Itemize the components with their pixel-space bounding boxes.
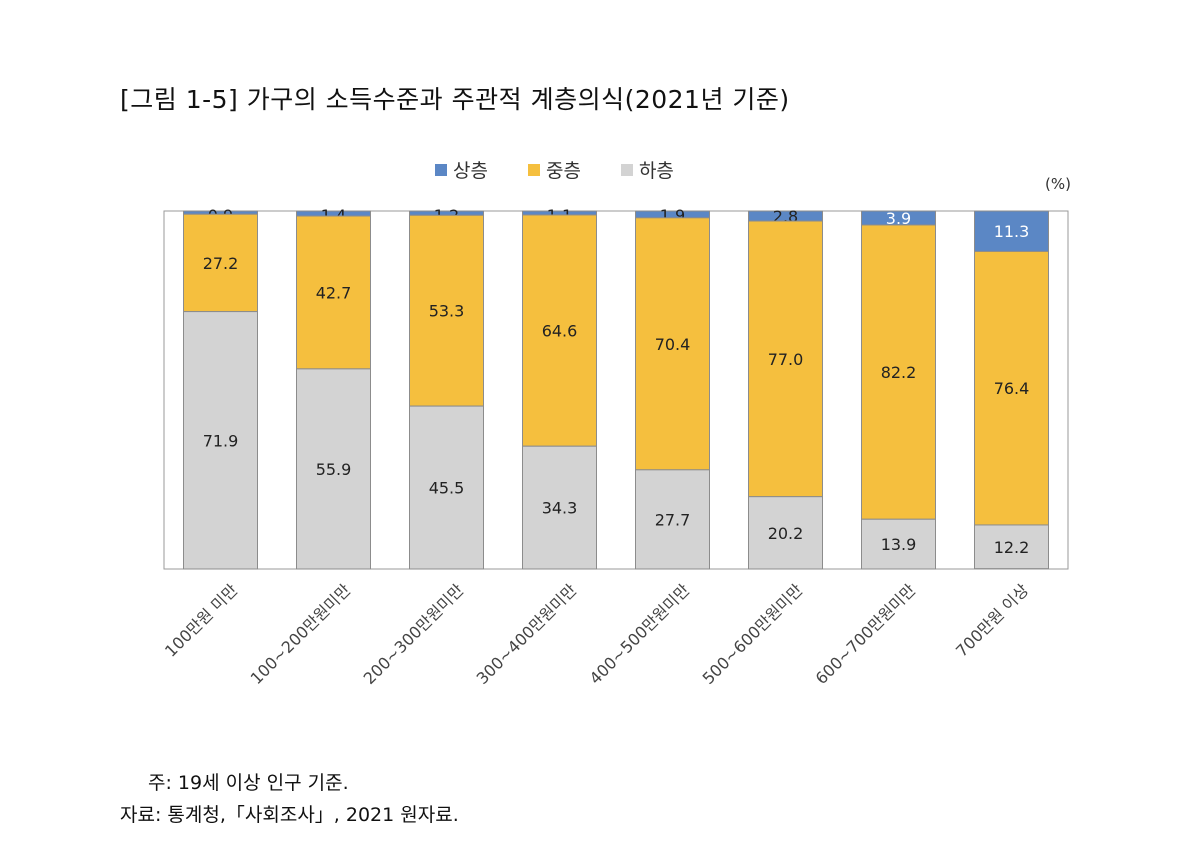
- bar-lower: [974, 524, 1049, 570]
- data-label-upper: 3.9: [886, 209, 911, 228]
- bar-middle: [974, 250, 1049, 526]
- footnote: 주: 19세 이상 인구 기준.: [148, 772, 349, 794]
- data-label-lower: 45.5: [429, 479, 465, 498]
- data-label-middle: 53.3: [429, 302, 465, 321]
- data-label-lower: 13.9: [881, 535, 917, 554]
- data-label-lower: 71.9: [203, 431, 239, 450]
- bar-lower: [635, 469, 710, 570]
- data-label-lower: 27.7: [655, 510, 691, 529]
- category-label: 100만원 미만: [161, 580, 241, 660]
- legend-label-upper: 상층: [453, 160, 488, 182]
- data-label-lower: 12.2: [994, 538, 1030, 557]
- bar-middle: [635, 217, 710, 471]
- bar-lower: [748, 496, 823, 570]
- bar-middle: [409, 214, 484, 407]
- legend-item-upper: 상층: [435, 156, 488, 183]
- legend-label-middle: 중층: [545, 160, 581, 182]
- bar-middle: [296, 215, 371, 370]
- data-label-middle: 64.6: [542, 322, 578, 341]
- bar-middle: [522, 214, 597, 447]
- legend-swatch-middle: [527, 163, 540, 176]
- bar-lower: [522, 445, 597, 570]
- data-label-middle: 70.4: [655, 335, 691, 354]
- bar-lower: [409, 405, 484, 570]
- bar-middle: [861, 224, 936, 520]
- legend-item-middle: 중층: [527, 156, 581, 183]
- source-note: 자료: 통계청,「사회조사」, 2021 원자료.: [120, 804, 459, 826]
- bar-lower: [183, 311, 258, 570]
- category-label: 100~200만원미만: [247, 580, 355, 688]
- unit-label: (%): [1045, 175, 1071, 193]
- category-label: 600~700만원미만: [812, 580, 920, 688]
- bar-lower: [296, 368, 371, 570]
- data-label-lower: 55.9: [316, 460, 352, 479]
- data-label-lower: 34.3: [542, 499, 578, 518]
- category-label: 500~600만원미만: [699, 580, 807, 688]
- bar-upper: [974, 210, 1049, 252]
- data-label-lower: 20.2: [768, 524, 804, 543]
- bar-middle: [183, 213, 258, 313]
- data-label-upper: 11.3: [994, 222, 1030, 241]
- data-label-middle: 42.7: [316, 283, 352, 302]
- category-label: 700만원 이상: [952, 580, 1032, 660]
- category-label: 400~500만원미만: [586, 580, 694, 688]
- plot-area-border: [163, 210, 1069, 570]
- category-label: 300~400만원미만: [473, 580, 581, 688]
- legend: 상층 중층 하층: [435, 156, 674, 183]
- category-label: 200~300만원미만: [360, 580, 468, 688]
- legend-label-lower: 하층: [638, 160, 674, 182]
- data-label-middle: 77.0: [768, 350, 804, 369]
- data-label-middle: 27.2: [203, 254, 239, 273]
- bar-lower: [861, 518, 936, 570]
- data-label-middle: 76.4: [994, 379, 1030, 398]
- legend-swatch-lower: [620, 163, 633, 176]
- legend-swatch-upper: [435, 163, 447, 176]
- data-label-middle: 82.2: [881, 363, 917, 382]
- chart-title: [그림 1-5] 가구의 소득수준과 주관적 계층의식(2021년 기준): [120, 85, 790, 114]
- legend-item-lower: 하층: [620, 156, 674, 183]
